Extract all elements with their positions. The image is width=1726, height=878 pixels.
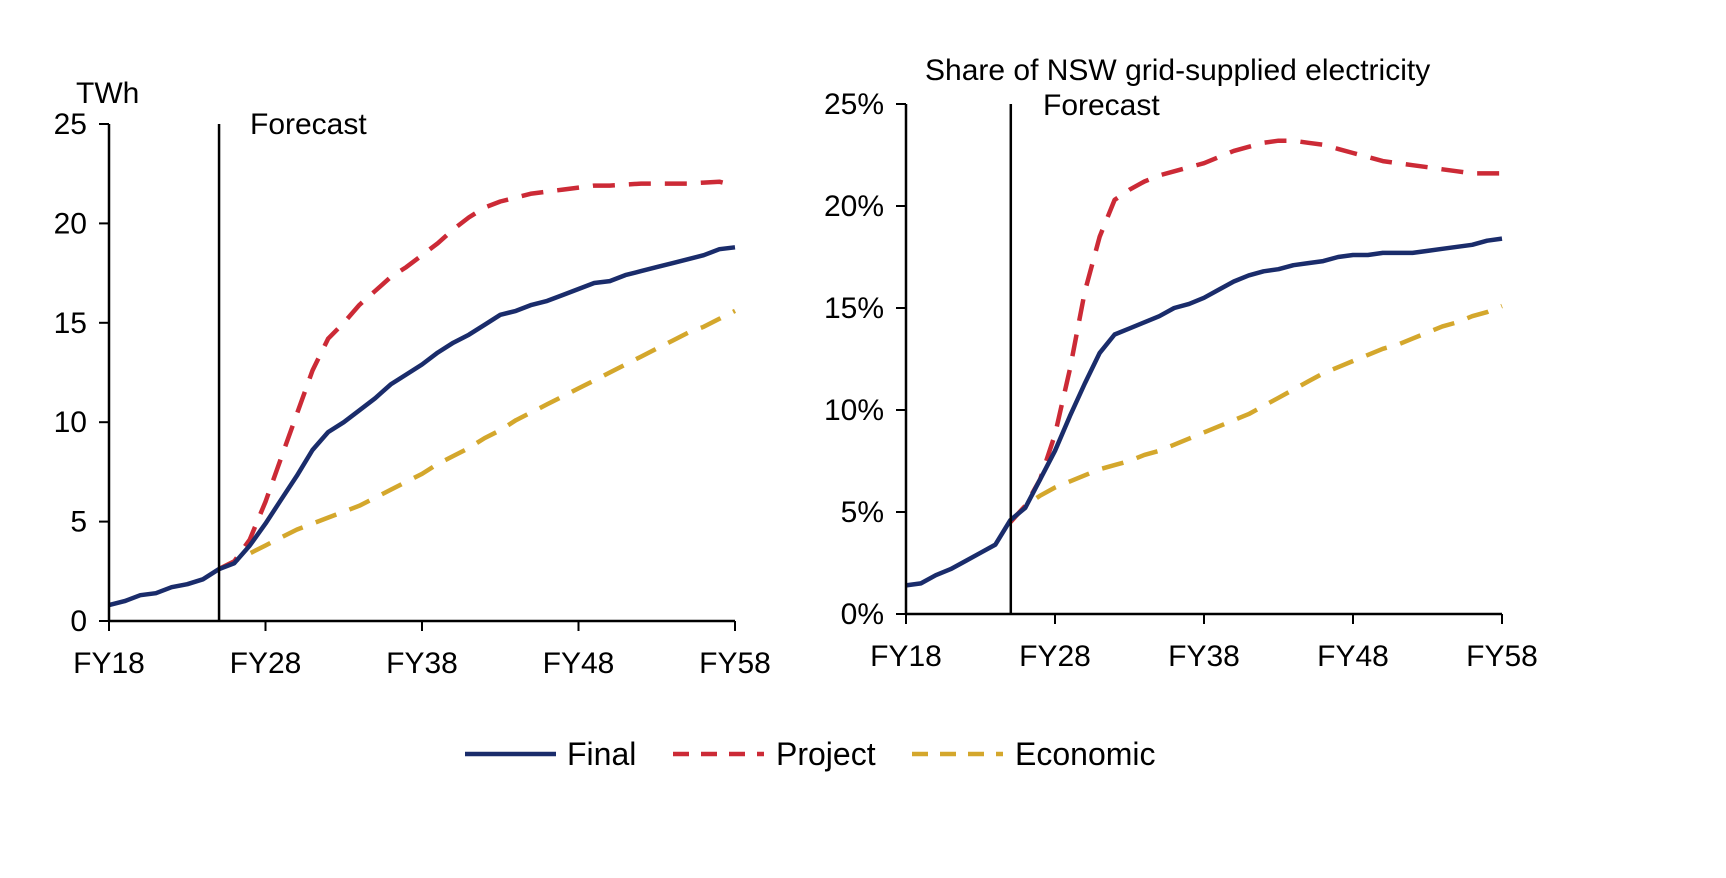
right-y-tick-label: 5%	[841, 496, 884, 529]
left-y-tick-label: 15	[54, 307, 87, 340]
left-x-tick-label: FY18	[73, 647, 145, 680]
right-series-project-line	[1008, 138, 1502, 524]
right-y-tick-label: 15%	[824, 292, 884, 325]
right-x-tick-label: FY18	[870, 640, 942, 673]
left-y-axis-unit: TWh	[76, 77, 139, 110]
right-chart-panel: Share of NSW grid-supplied electricity 0…	[824, 54, 1538, 673]
legend: Final Project Economic	[465, 736, 1156, 772]
left-series-final-line	[108, 245, 736, 608]
legend-label-final: Final	[567, 736, 636, 772]
left-series-economic-line	[217, 308, 737, 572]
right-forecast-label: Forecast	[1043, 89, 1160, 122]
left-y-tick-label: 5	[70, 506, 87, 539]
right-x-tick-label: FY58	[1466, 640, 1538, 673]
right-ticks: 0% 5% 10% 15% 20% 25% FY18 FY28 FY38 FY48 FY58 Fore…	[824, 88, 1538, 673]
left-x-tick-label: FY38	[386, 647, 458, 680]
right-x-tick-label: FY48	[1317, 640, 1389, 673]
left-x-tick-label: FY58	[699, 647, 771, 680]
right-series-final-line	[905, 236, 1503, 588]
left-y-tick-label: 10	[54, 406, 87, 439]
legend-label-project: Project	[776, 736, 876, 772]
right-y-tick-label: 20%	[824, 190, 884, 223]
right-y-tick-label: 25%	[824, 88, 884, 121]
legend-label-economic: Economic	[1015, 736, 1156, 772]
right-series-economic-line	[1008, 303, 1503, 524]
right-y-tick-label: 0%	[841, 598, 884, 631]
right-chart-title: Share of NSW grid-supplied electricity	[925, 54, 1430, 87]
right-y-tick-label: 10%	[824, 394, 884, 427]
right-series-group	[905, 138, 1503, 588]
left-forecast-label: Forecast	[250, 108, 367, 141]
left-x-tick-label: FY28	[230, 647, 302, 680]
left-y-tick-label: 0	[70, 605, 87, 638]
left-axes	[99, 123, 736, 631]
right-x-tick-label: FY38	[1168, 640, 1240, 673]
left-series-group	[108, 179, 737, 608]
left-series-project-line	[217, 179, 736, 572]
right-axes	[896, 103, 1503, 624]
left-chart-panel: TWh 0 5 10 15 20 25 FY18 FY28 FY38 FY48 FY58 Foreca…	[54, 77, 771, 680]
left-y-tick-label: 20	[54, 207, 87, 240]
left-x-tick-label: FY48	[543, 647, 615, 680]
left-ticks: 0 5 10 15 20 25 FY18 FY28 FY38 FY48 FY58 Forecast	[54, 108, 771, 680]
left-y-tick-label: 25	[54, 108, 87, 141]
right-x-tick-label: FY28	[1019, 640, 1091, 673]
